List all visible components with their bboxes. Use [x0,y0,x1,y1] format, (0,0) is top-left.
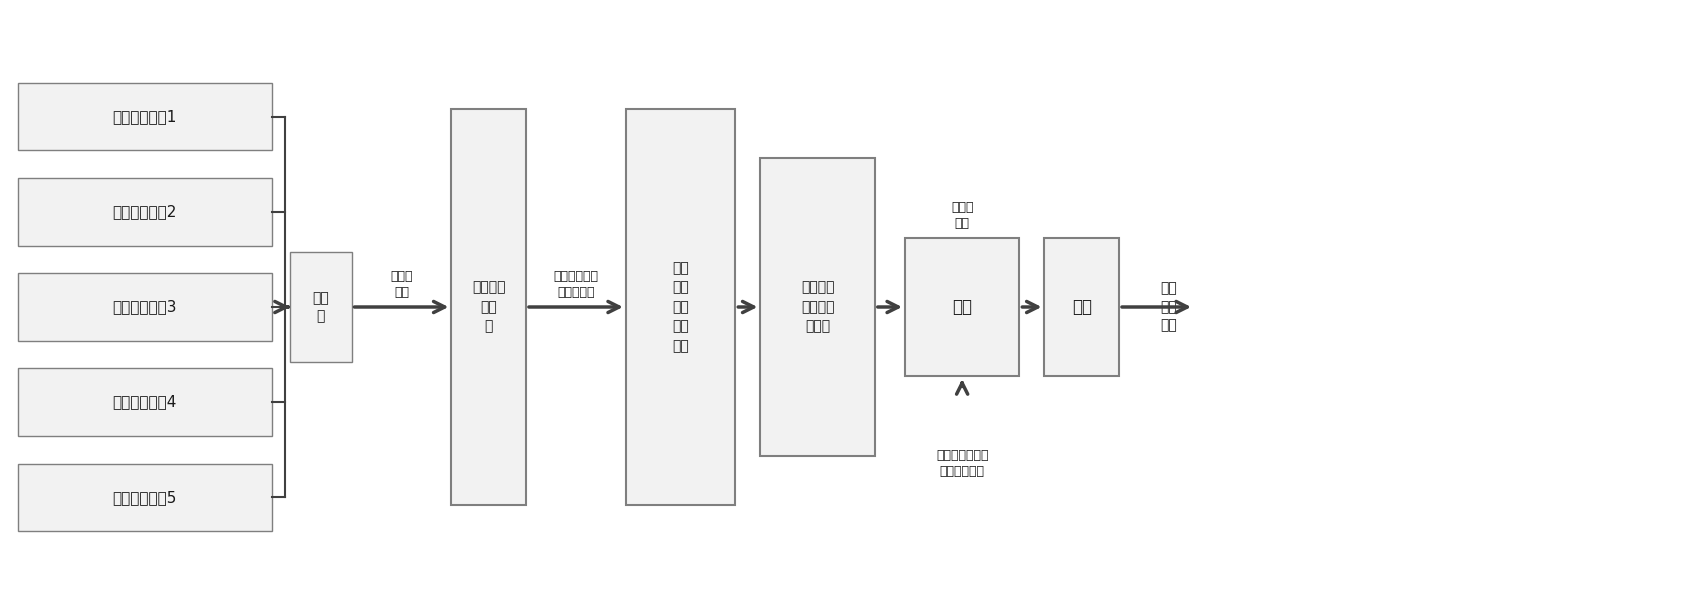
Text: 多重
分形
维数
特征
提取: 多重 分形 维数 特征 提取 [673,261,688,353]
Text: 变散化
信号: 变散化 信号 [389,270,413,299]
Bar [625,109,736,505]
Bar [17,178,271,246]
Text: 通信调制信号1: 通信调制信号1 [113,109,178,124]
Bar [905,238,1019,376]
Bar [17,464,271,531]
Text: 已知调制信号多
重分形特征値: 已知调制信号多 重分形特征値 [935,449,988,478]
Text: 不同长度散散
信号向量组: 不同长度散散 信号向量组 [553,270,597,299]
Text: 关联: 关联 [951,298,971,316]
Bar [760,158,874,456]
Text: 通信调制信号4: 通信调制信号4 [113,395,178,410]
Bar [17,273,271,341]
Text: 变散信号
点重
组: 变散信号 点重 组 [471,281,505,333]
Text: 关联最
大値: 关联最 大値 [951,201,973,230]
Bar [1043,238,1118,376]
Text: 调制
类型
输出: 调制 类型 输出 [1161,282,1176,332]
Bar [17,368,271,436]
Text: 通信调制信号5: 通信调制信号5 [113,490,178,505]
Text: 通信调制信号3: 通信调制信号3 [113,300,178,314]
Bar [17,83,271,150]
Text: 预处
理: 预处 理 [312,291,329,323]
Bar [451,109,526,505]
Text: 判决: 判决 [1070,298,1091,316]
Bar [290,252,352,362]
Text: 通信调制信号2: 通信调制信号2 [113,204,178,219]
Text: 提取多重
分形特征
序列値: 提取多重 分形特征 序列値 [801,281,835,333]
